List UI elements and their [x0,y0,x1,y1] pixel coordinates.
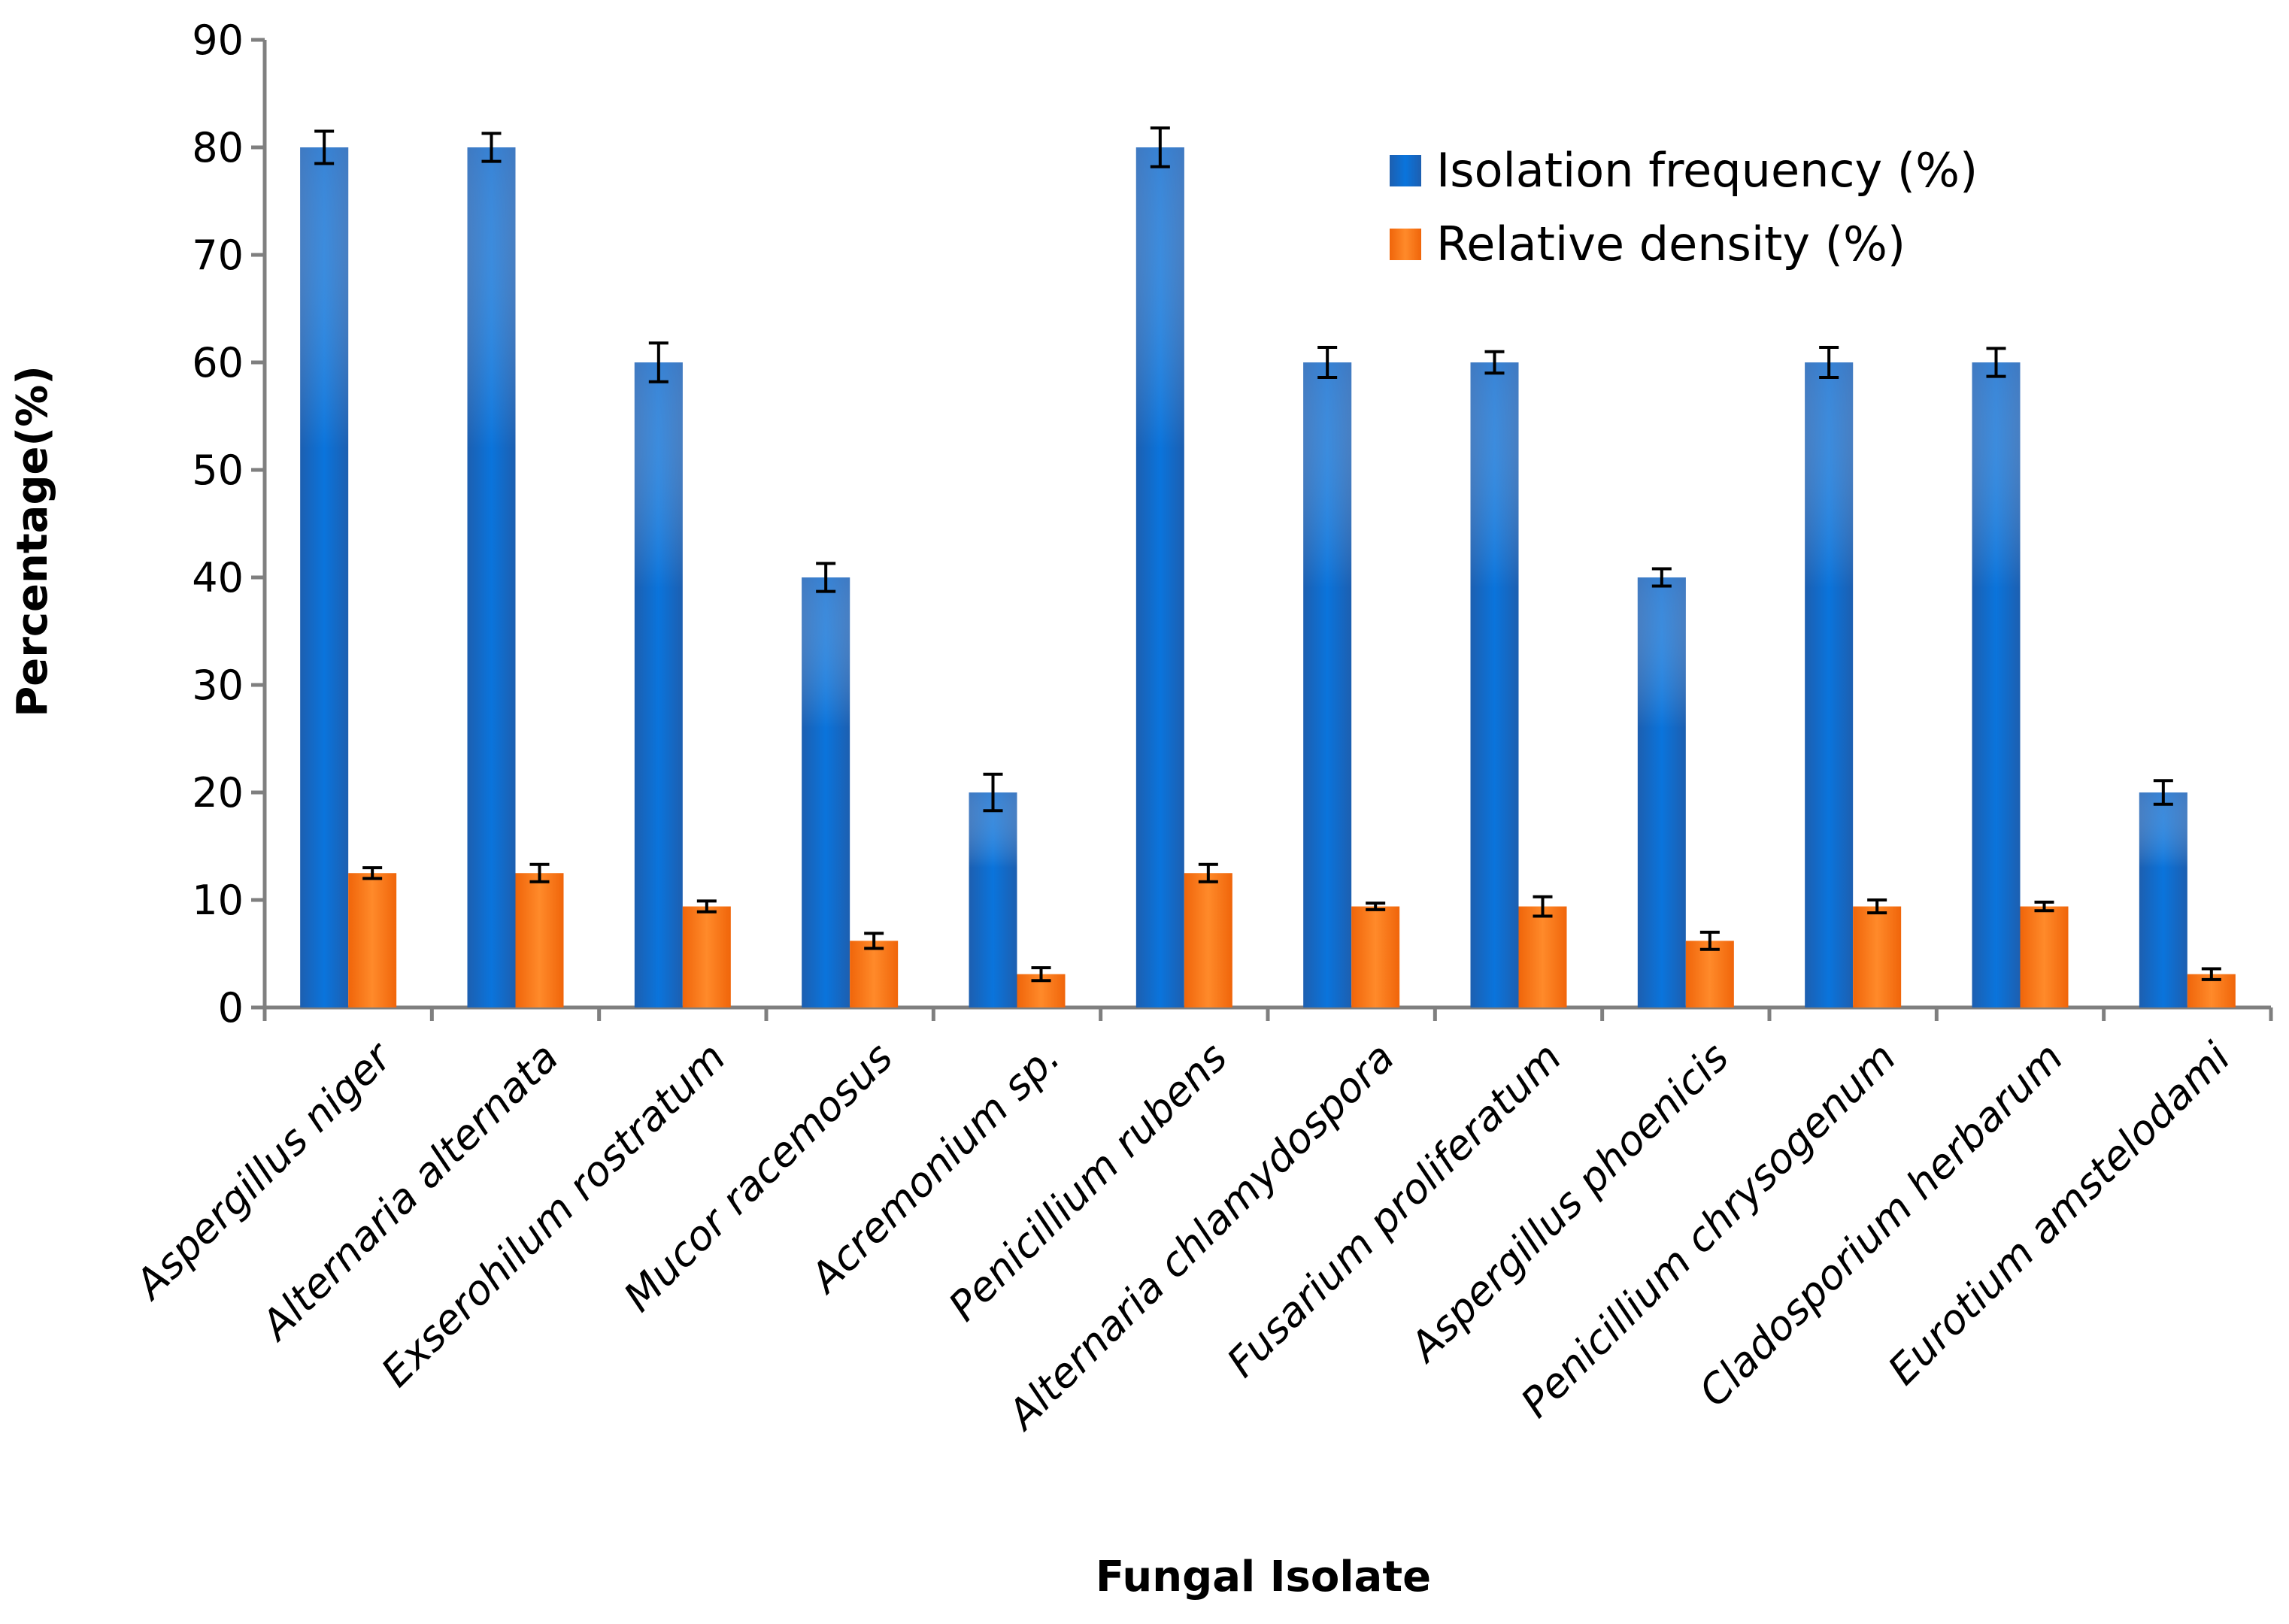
bar-relative-density [515,873,564,1007]
legend-swatch [1390,229,1421,260]
bar-highlight [634,362,683,1007]
x-tick-label: Aspergillus phoenicis [1399,1034,1738,1372]
bar-highlight [2139,792,2187,1007]
x-tick-label: Penicillium rubens [939,1034,1236,1331]
bar-highlight [300,147,349,1007]
bar-relative-density [1853,906,1902,1007]
x-tick-label: Exserohilum rostratum [372,1034,735,1396]
y-tick-label: 40 [192,554,244,601]
bar-relative-density [1685,941,1734,1007]
bar-highlight [1470,362,1519,1007]
bar-highlight [1972,362,2021,1007]
x-tick-label: Fusarium proliferatum [1217,1034,1570,1386]
bar-highlight [1135,147,1184,1007]
bar-highlight [1303,362,1352,1007]
legend-swatch [1390,155,1421,186]
bar-highlight [467,147,516,1007]
legend-label: Isolation frequency (%) [1436,143,1978,198]
y-tick-label: 70 [192,232,244,279]
x-axis-title: Fungal Isolate [1096,1553,1431,1601]
bar-highlight [1805,362,1854,1007]
bar-relative-density [1518,906,1567,1007]
bar-relative-density [850,941,899,1007]
bar-relative-density [348,873,397,1007]
bar-highlight [802,577,850,1007]
y-tick-label: 10 [192,877,244,924]
y-tick-label: 60 [192,339,244,386]
bar-highlight [969,792,1017,1007]
y-tick-label: 30 [192,662,244,709]
x-tick-label: Alternaria alternata [251,1034,568,1350]
bar-highlight [1637,577,1686,1007]
bar-relative-density [1184,873,1232,1007]
bar-relative-density [682,906,731,1007]
y-tick-label: 50 [192,447,244,494]
y-tick-label: 90 [192,17,244,64]
x-tick-label: Eurotium amstelodami [1879,1034,2239,1394]
y-tick-label: 0 [218,984,244,1032]
bar-relative-density [1351,906,1400,1007]
y-axis-title: Percentage(%) [8,365,57,717]
y-tick-label: 20 [192,769,244,817]
legend: Isolation frequency (%) Relative density … [1390,143,1978,271]
y-tick-label: 80 [192,124,244,171]
bar-relative-density [2020,906,2069,1007]
legend-label: Relative density (%) [1436,217,1905,271]
